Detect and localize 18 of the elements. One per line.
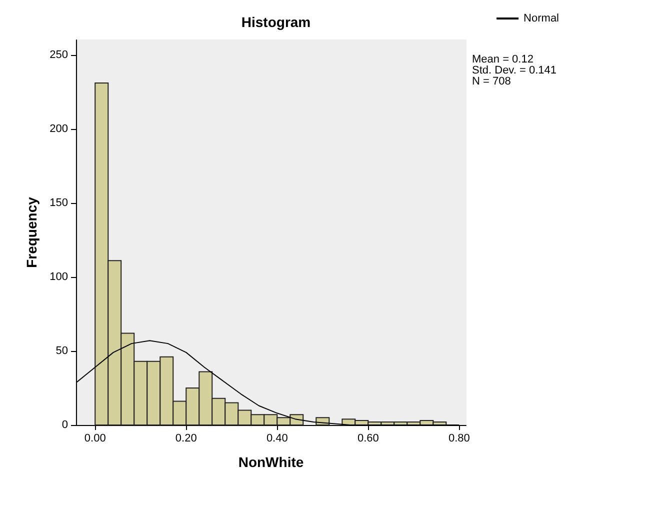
x-tick-label: 0.60 bbox=[357, 432, 379, 444]
x-axis-title: NonWhite bbox=[238, 454, 304, 470]
x-tick-label: 0.80 bbox=[448, 432, 470, 444]
y-tick-label: 0 bbox=[62, 419, 68, 431]
text: Mean = 0.12 bbox=[472, 54, 534, 66]
chart-title: Histogram bbox=[241, 14, 311, 30]
y-tick-label: 200 bbox=[50, 122, 68, 135]
y-tick-label: 150 bbox=[50, 196, 68, 209]
x-tick-label: 0.00 bbox=[84, 432, 106, 444]
x-tick-label: 0.20 bbox=[175, 432, 197, 444]
y-tick-label: 100 bbox=[50, 270, 68, 283]
legend-label: Normal bbox=[524, 12, 560, 24]
y-tick-label: 250 bbox=[50, 48, 68, 61]
text: Std. Dev. = 0.141 bbox=[472, 64, 556, 76]
text: N = 708 bbox=[472, 76, 511, 88]
x-tick-label: 0.40 bbox=[266, 432, 288, 444]
y-tick-label: 50 bbox=[56, 344, 68, 357]
y-axis-title: Frequency bbox=[24, 196, 40, 268]
